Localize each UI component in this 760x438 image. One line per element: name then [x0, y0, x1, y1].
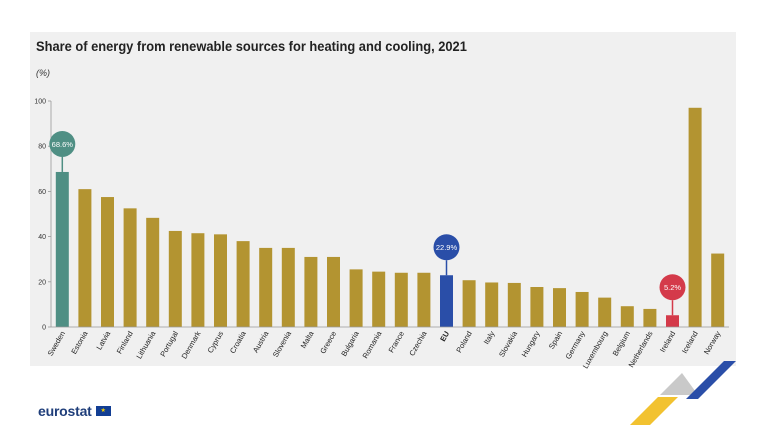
bar-latvia: [101, 197, 114, 327]
eurostat-chevron-decoration: [630, 361, 736, 425]
bar-norway: [711, 253, 725, 327]
bar-sweden: [55, 171, 69, 327]
bar-luxembourg: [598, 297, 612, 327]
eu-flag-icon: ★: [95, 406, 111, 416]
x-tick-label: Croatia: [228, 329, 248, 355]
annotation-bubble: [49, 130, 76, 157]
chart-title: Share of energy from renewable sources f…: [36, 38, 467, 54]
x-tick-label: Cyprus: [206, 329, 226, 354]
x-tick-label: Austria: [251, 329, 271, 354]
bar-czechia: [417, 272, 431, 327]
bar-italy: [485, 282, 499, 327]
x-tick-label: Czechia: [407, 329, 429, 358]
x-tick-label: Spain: [547, 330, 564, 351]
bar-poland: [462, 280, 476, 327]
x-tick-label: Slovenia: [271, 329, 294, 359]
x-tick-label: Norway: [702, 329, 723, 356]
bar-slovenia: [281, 247, 295, 327]
x-tick-label: Sweden: [46, 330, 67, 358]
x-tick-label: Ireland: [658, 330, 677, 354]
x-tick-label: Italy: [482, 329, 497, 346]
bar-cyprus: [214, 234, 227, 327]
x-tick-label: Hungary: [520, 329, 542, 358]
eurostat-logo: eurostat ★: [38, 403, 111, 419]
x-tick-label: Belgium: [611, 330, 632, 358]
bar-germany: [575, 291, 589, 327]
y-tick-label: 20: [38, 279, 46, 286]
x-tick-label: Denmark: [180, 329, 203, 360]
y-tick-label: 80: [38, 144, 46, 151]
x-tick-label: EU: [438, 330, 451, 344]
x-tick-label: Poland: [454, 330, 473, 355]
annotation-label: 5.2%: [664, 283, 681, 292]
bar-greece: [327, 256, 340, 327]
bar-finland: [123, 208, 137, 327]
bar-eu: [440, 275, 453, 327]
x-tick-label: Slovakia: [497, 329, 519, 359]
annotation-label: 22.9%: [436, 243, 458, 252]
bar-estonia: [78, 189, 92, 327]
bar-romania: [372, 271, 386, 327]
x-tick-label: Iceland: [680, 330, 700, 355]
bar-iceland: [688, 107, 702, 327]
logo-text: eurostat: [38, 403, 92, 419]
x-tick-label: France: [387, 330, 406, 355]
bar-portugal: [168, 230, 182, 327]
x-tick-label: Romania: [361, 329, 384, 360]
x-tick-label: Bulgaria: [339, 329, 361, 358]
annotation-bubble: [433, 234, 460, 261]
y-tick-label: 100: [34, 99, 46, 106]
x-tick-label: Portugal: [158, 329, 180, 358]
bar-lithuania: [146, 217, 160, 327]
x-tick-label: Greece: [318, 330, 338, 356]
bar-netherlands: [643, 308, 657, 327]
bar-austria: [259, 247, 273, 327]
bar-croatia: [236, 241, 250, 327]
x-tick-label: Finland: [115, 330, 135, 356]
bar-bulgaria: [349, 269, 363, 327]
y-tick-label: 40: [38, 234, 46, 241]
x-tick-label: Lithuania: [134, 329, 157, 361]
y-tick-label: 60: [38, 189, 46, 196]
bar-ireland: [666, 315, 679, 327]
x-tick-label: Malta: [299, 329, 316, 350]
x-tick-label: Estonia: [69, 329, 90, 356]
bar-slovakia: [507, 282, 521, 327]
bar-denmark: [191, 233, 205, 327]
x-tick-label: Germany: [564, 329, 587, 360]
x-tick-label: Latvia: [94, 329, 112, 352]
bar-hungary: [530, 286, 544, 327]
bar-belgium: [620, 306, 634, 327]
annotation-label: 68.6%: [52, 140, 74, 149]
unit-label: (%): [36, 68, 50, 78]
y-tick-label: 0: [42, 325, 46, 332]
bar-spain: [553, 288, 566, 327]
annotation-bubble: [659, 274, 686, 301]
bar-malta: [304, 256, 318, 327]
bar-france: [394, 272, 408, 327]
